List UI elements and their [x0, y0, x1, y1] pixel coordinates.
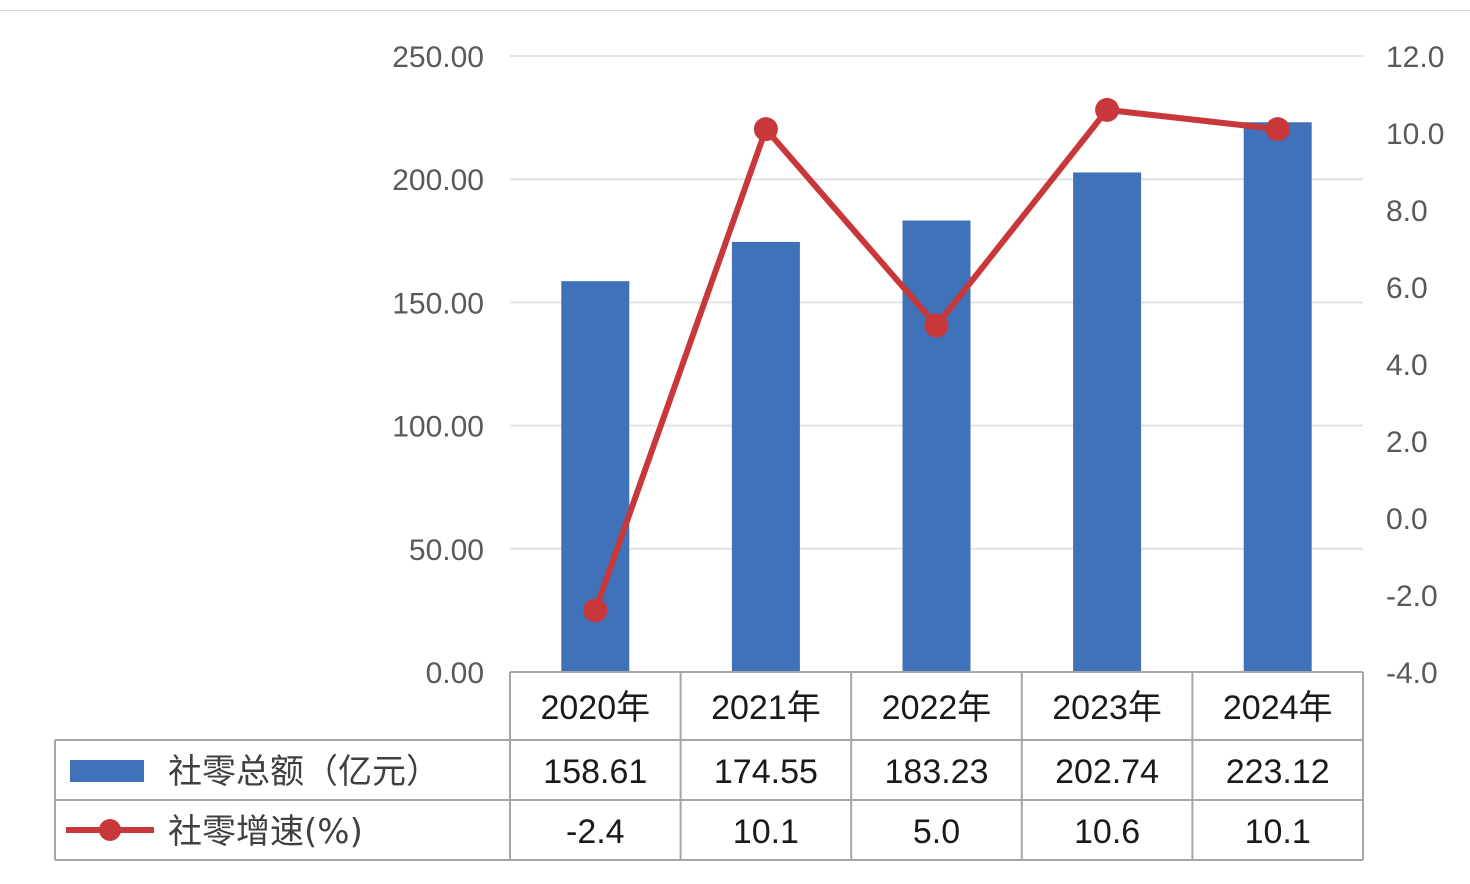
legend-bar-label: 社零总额（亿元） — [168, 752, 440, 792]
growth-point — [1265, 117, 1290, 142]
y-right-tick-label: -4.0 — [1386, 657, 1438, 690]
growth-value-label: 10.1 — [1245, 813, 1311, 851]
y-right-tick-label: 4.0 — [1386, 349, 1428, 382]
bar-value-label: 183.23 — [885, 753, 989, 791]
y-right-tick-label: 8.0 — [1386, 195, 1428, 228]
y-right-tick-label: -2.0 — [1386, 580, 1438, 613]
growth-value-label: 5.0 — [913, 813, 960, 851]
y-left-tick-label: 150.00 — [392, 287, 484, 320]
growth-value-label: 10.1 — [733, 813, 799, 851]
y-left-tick-label: 250.00 — [392, 41, 484, 74]
bar-value-label: 202.74 — [1055, 753, 1159, 791]
x-category-label: 2023年 — [1052, 689, 1162, 727]
growth-value-label: -2.4 — [566, 813, 625, 851]
x-category-label: 2021年 — [711, 689, 821, 727]
bar — [1073, 172, 1142, 672]
top-border — [0, 10, 1470, 11]
y-right-tick-label: 0.0 — [1386, 503, 1428, 536]
x-category-label: 2022年 — [882, 689, 992, 727]
y-left-tick-label: 50.00 — [409, 534, 484, 567]
bar — [1243, 122, 1312, 673]
x-category-label: 2020年 — [540, 689, 650, 727]
y-left-tick-label: 0.00 — [426, 657, 484, 690]
growth-point — [1095, 97, 1120, 122]
legend-line-label: 社零增速(%) — [168, 812, 363, 852]
growth-value-label: 10.6 — [1074, 813, 1140, 851]
y-right-tick-label: 10.0 — [1386, 118, 1444, 151]
legend-line-marker — [99, 819, 121, 841]
bar — [902, 220, 971, 672]
growth-point — [753, 117, 778, 142]
x-category-label: 2024年 — [1223, 689, 1333, 727]
bar-value-label: 174.55 — [714, 753, 818, 791]
legend-bar-swatch — [70, 760, 144, 782]
y-right-tick-label: 2.0 — [1386, 426, 1428, 459]
bar-value-label: 223.12 — [1226, 753, 1330, 791]
y-right-tick-label: 12.0 — [1386, 41, 1444, 74]
growth-point — [924, 313, 949, 338]
growth-point — [583, 598, 608, 623]
y-left-tick-label: 100.00 — [392, 411, 484, 444]
bar-value-label: 158.61 — [543, 753, 647, 791]
y-left-tick-label: 200.00 — [392, 164, 484, 197]
y-right-tick-label: 6.0 — [1386, 272, 1428, 305]
bar — [731, 241, 800, 672]
